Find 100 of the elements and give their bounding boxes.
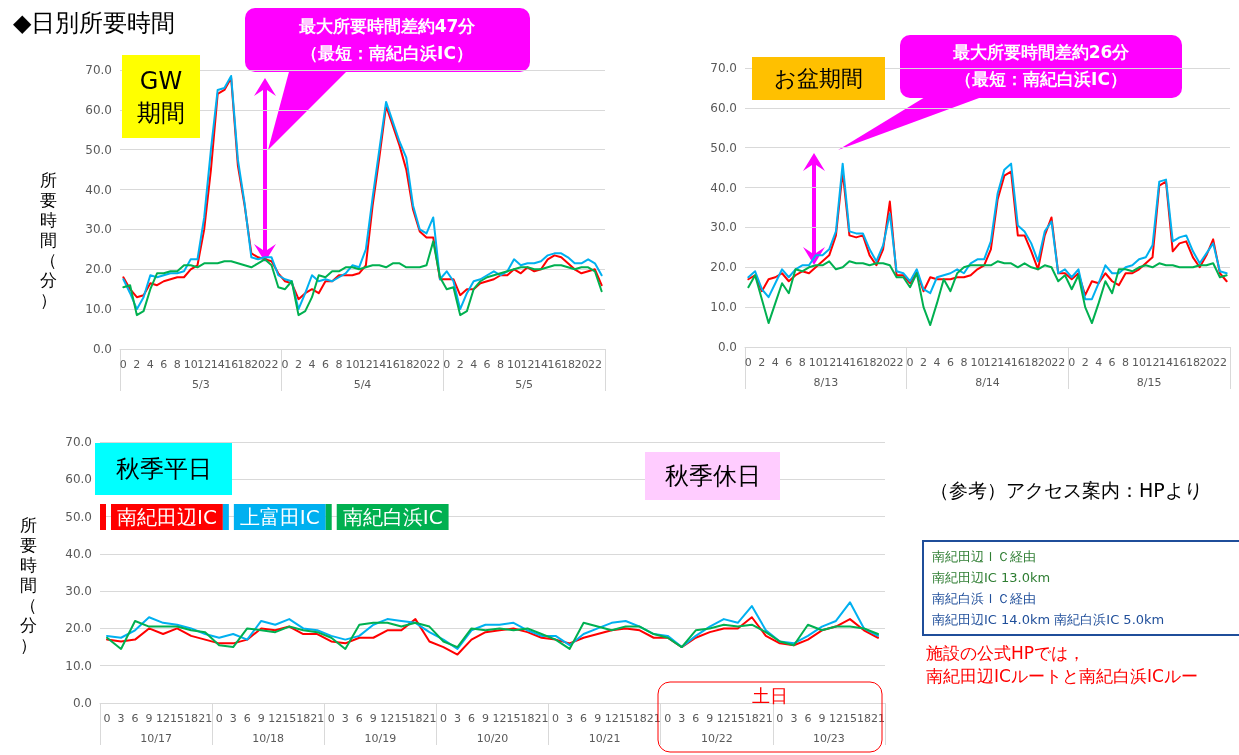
line-series xyxy=(747,260,1228,327)
y-tick-label: 20.0 xyxy=(710,260,737,275)
x-tick-label: 20 xyxy=(1037,356,1052,369)
x-tick-label: 14 xyxy=(835,356,850,369)
text: 5/3 xyxy=(191,378,210,391)
x-tick-label: 18 xyxy=(632,712,647,725)
y-tick-label: 70.0 xyxy=(710,61,737,75)
y-tick-label: 70.0 xyxy=(85,63,112,77)
y-tick-label: 60.0 xyxy=(710,100,737,115)
x-tick-label: 12 xyxy=(358,358,373,371)
annotation: （最短：南紀白浜IC） xyxy=(955,69,1127,89)
annotation: お盆期間 xyxy=(774,66,863,91)
x-tick-label: 9 xyxy=(257,712,265,725)
text: 南紀田辺ＩＣ経由 xyxy=(932,548,1037,566)
x-tick-label: 14 xyxy=(372,358,387,371)
x-tick-label: 20 xyxy=(1199,356,1214,369)
y-tick-label: 50.0 xyxy=(65,509,92,524)
x-tick-label: 12 xyxy=(156,712,171,725)
x-tick-label: 14 xyxy=(1159,356,1174,369)
text: 最大所要時間差約26分 xyxy=(951,42,1131,62)
y-tick-label: 70.0 xyxy=(65,435,92,449)
x-tick-label: 0 xyxy=(776,712,784,725)
x-tick-label: 12 xyxy=(197,358,212,371)
x-tick-label: 0 xyxy=(439,712,447,725)
x-tick-label: 2 xyxy=(295,358,303,371)
legend-label: 上富田IC xyxy=(239,505,320,529)
x-tick-label: 4 xyxy=(1095,356,1103,369)
text: 10/19 xyxy=(364,732,397,745)
text: 最大所要時間差約47分 xyxy=(297,16,477,36)
x-tick-label: 22 xyxy=(426,358,441,371)
x-tick-label: 0 xyxy=(215,712,223,725)
x-tick-label: 4 xyxy=(146,358,154,371)
y-axis-title: 所要時間（分） xyxy=(38,170,58,310)
x-tick-label: 21 xyxy=(758,712,773,725)
x-tick-label: 8 xyxy=(1122,356,1130,369)
x-tick-label: 9 xyxy=(145,712,153,725)
text: 8/13 xyxy=(813,376,839,389)
x-tick-label: 0 xyxy=(552,712,560,725)
x-tick-label: 3 xyxy=(790,712,798,725)
text: 5/4 xyxy=(353,378,372,391)
annotation: 秋季平日 xyxy=(115,455,212,483)
text: 10/21 xyxy=(588,732,621,745)
x-tick-label: 0 xyxy=(906,356,914,369)
x-tick-label: 14 xyxy=(534,358,549,371)
y-tick-label: 10.0 xyxy=(65,658,92,673)
x-tick-label: 6 xyxy=(131,712,139,725)
y-tick-label: 50.0 xyxy=(85,142,112,157)
y-tick-label: 30.0 xyxy=(710,220,737,235)
annotation: GW 期間 xyxy=(137,66,185,127)
x-tick-label: 22 xyxy=(264,358,279,371)
x-tick-label: 9 xyxy=(706,712,714,725)
x-tick-label: 4 xyxy=(771,356,779,369)
x-tick-label: 20 xyxy=(574,358,589,371)
x-tick-label: 3 xyxy=(341,712,349,725)
x-tick-label: 12 xyxy=(1145,356,1160,369)
text: 8/14 xyxy=(975,376,1000,389)
line-series xyxy=(106,619,879,650)
text: 10/18 xyxy=(252,732,285,745)
x-tick-label: 15 xyxy=(618,712,633,725)
x-tick-label: 2 xyxy=(133,358,141,371)
line-series xyxy=(106,616,879,656)
x-tick-label: 6 xyxy=(243,712,251,725)
x-tick-label: 18 xyxy=(237,358,252,371)
x-tick-label: 18 xyxy=(560,358,575,371)
y-tick-label: 0.0 xyxy=(717,340,737,354)
x-tick-label: 10 xyxy=(970,356,985,369)
y-tick-label: 30.0 xyxy=(85,222,112,237)
x-tick-label: 6 xyxy=(483,358,491,371)
x-tick-label: 18 xyxy=(184,712,199,725)
text: （最短：南紀白浜IC） xyxy=(301,43,473,63)
x-tick-label: 8 xyxy=(798,356,806,369)
x-tick-label: 3 xyxy=(229,712,237,725)
x-tick-label: 15 xyxy=(394,712,409,725)
y-tick-label: 0.0 xyxy=(72,696,92,710)
x-tick-label: 9 xyxy=(369,712,377,725)
legend-label: 南紀白浜IC xyxy=(342,505,443,529)
x-tick-label: 18 xyxy=(744,712,759,725)
x-tick-label: 16 xyxy=(849,356,864,369)
chart-title: ◆日別所要時間 xyxy=(13,9,176,37)
x-tick-label: 9 xyxy=(818,712,826,725)
x-tick-label: 9 xyxy=(594,712,602,725)
x-tick-label: 15 xyxy=(170,712,185,725)
y-tick-label: 40.0 xyxy=(710,180,737,195)
x-tick-label: 12 xyxy=(822,356,837,369)
text: 南紀田辺ICルートと南紀白浜ICルー xyxy=(926,665,1199,688)
x-tick-label: 12 xyxy=(983,356,998,369)
y-tick-label: 30.0 xyxy=(65,584,92,599)
text: 南紀白浜ＩＣ経由 xyxy=(932,590,1037,608)
x-tick-label: 16 xyxy=(1172,356,1187,369)
x-tick-label: 12 xyxy=(828,712,843,725)
x-tick-label: 20 xyxy=(251,358,266,371)
x-tick-label: 0 xyxy=(1068,356,1076,369)
x-tick-label: 12 xyxy=(492,712,507,725)
text: 5/5 xyxy=(515,378,534,391)
x-tick-label: 18 xyxy=(856,712,871,725)
text: 南紀田辺IC 14.0km 南紀白浜IC 5.0km xyxy=(932,611,1166,629)
x-tick-label: 0 xyxy=(119,358,127,371)
x-tick-label: 2 xyxy=(456,358,464,371)
text: 南紀田辺IC 13.0km xyxy=(932,569,1052,587)
x-tick-label: 20 xyxy=(876,356,891,369)
